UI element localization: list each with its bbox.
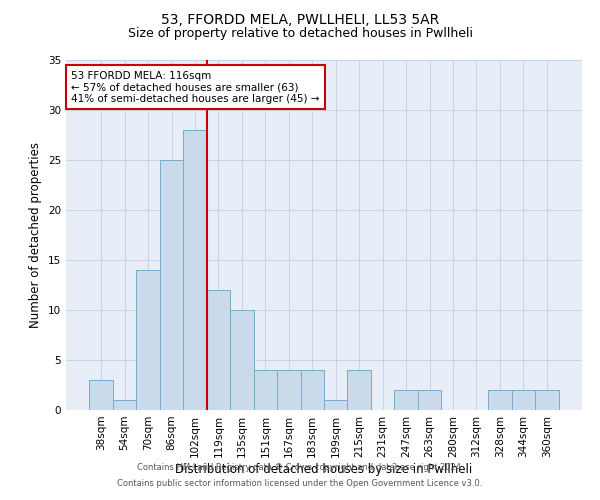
Bar xyxy=(113,400,136,410)
Bar xyxy=(418,390,441,410)
Bar xyxy=(394,390,418,410)
Bar xyxy=(277,370,301,410)
Text: Contains HM Land Registry data © Crown copyright and database right 2024.: Contains HM Land Registry data © Crown c… xyxy=(137,464,463,472)
Bar xyxy=(535,390,559,410)
Bar xyxy=(136,270,160,410)
Bar xyxy=(207,290,230,410)
Bar xyxy=(488,390,512,410)
Text: Contains public sector information licensed under the Open Government Licence v3: Contains public sector information licen… xyxy=(118,478,482,488)
Bar xyxy=(324,400,347,410)
Text: 53 FFORDD MELA: 116sqm
← 57% of detached houses are smaller (63)
41% of semi-det: 53 FFORDD MELA: 116sqm ← 57% of detached… xyxy=(71,70,320,104)
X-axis label: Distribution of detached houses by size in Pwllheli: Distribution of detached houses by size … xyxy=(175,462,473,475)
Bar xyxy=(160,160,183,410)
Bar xyxy=(347,370,371,410)
Text: 53, FFORDD MELA, PWLLHELI, LL53 5AR: 53, FFORDD MELA, PWLLHELI, LL53 5AR xyxy=(161,12,439,26)
Bar xyxy=(254,370,277,410)
Y-axis label: Number of detached properties: Number of detached properties xyxy=(29,142,43,328)
Bar xyxy=(89,380,113,410)
Bar xyxy=(301,370,324,410)
Text: Size of property relative to detached houses in Pwllheli: Size of property relative to detached ho… xyxy=(128,28,473,40)
Bar xyxy=(183,130,207,410)
Bar xyxy=(512,390,535,410)
Bar xyxy=(230,310,254,410)
